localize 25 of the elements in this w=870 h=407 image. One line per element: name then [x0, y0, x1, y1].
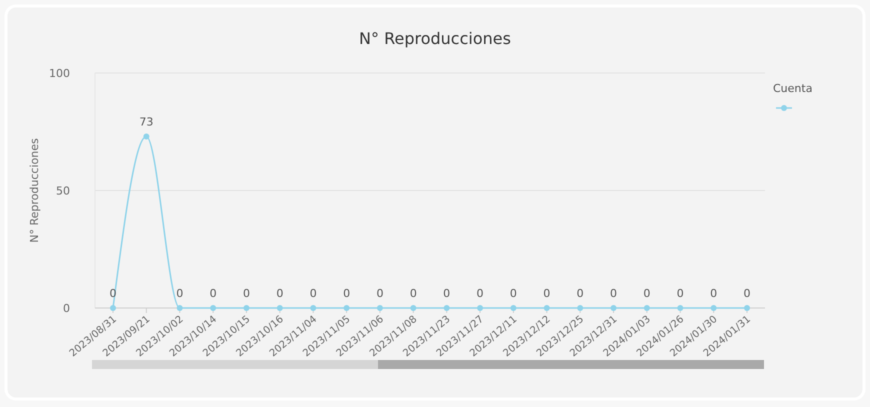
data-label: 0 — [176, 287, 184, 300]
y-axis-title: N° Reproducciones — [28, 138, 41, 243]
data-label: 0 — [276, 287, 284, 300]
data-label: 0 — [376, 287, 384, 300]
data-label: 0 — [476, 287, 484, 300]
data-label: 0 — [643, 287, 650, 300]
data-label: 0 — [510, 287, 517, 300]
data-label: 0 — [443, 287, 450, 300]
data-label: 0 — [210, 287, 217, 300]
legend-title: Cuenta — [773, 82, 812, 95]
data-label: 0 — [242, 287, 250, 300]
data-label: 0 — [310, 287, 317, 300]
data-label: 73 — [139, 115, 154, 128]
data-label: 0 — [543, 287, 550, 300]
data-label: 0 — [343, 287, 350, 300]
y-tick-label: 100 — [49, 67, 70, 80]
data-label: 0 — [410, 287, 417, 300]
data-label: 0 — [576, 287, 584, 300]
y-tick-label: 50 — [56, 184, 70, 198]
data-label: 0 — [710, 287, 718, 300]
data-label: 0 — [676, 287, 684, 300]
chart-title: N° Reproducciones — [359, 29, 511, 48]
data-label: 0 — [610, 287, 618, 300]
y-tick-label: 0 — [63, 302, 70, 315]
data-label: 0 — [744, 287, 750, 300]
